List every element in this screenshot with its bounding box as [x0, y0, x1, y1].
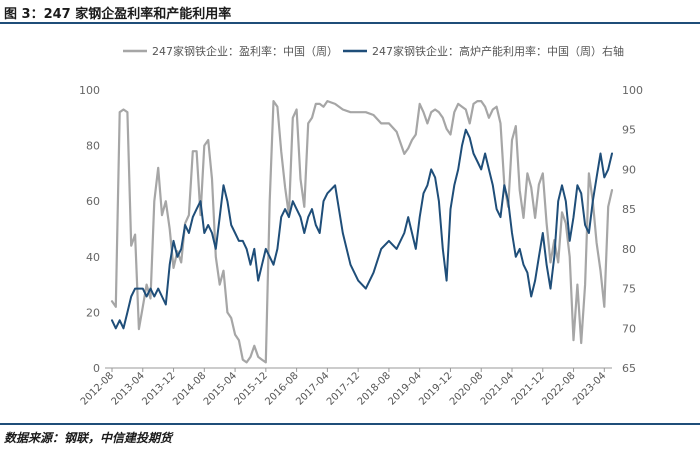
right-y-tick-label: 95 — [622, 124, 636, 137]
right-y-tick-label: 90 — [622, 163, 636, 176]
series-profit-rate-line[interactable] — [110, 99, 614, 364]
series-capacity-utilization-line[interactable] — [111, 128, 613, 330]
right-y-tick-label: 70 — [622, 322, 636, 335]
legend: 247家钢铁企业：盈利率：中国（周） 247家钢铁企业：高炉产能利用率：中国（周… — [123, 44, 624, 58]
left-y-tick-label: 80 — [86, 140, 100, 153]
x-tick-label: 2023-04 — [571, 370, 608, 407]
legend-label-profit-rate[interactable]: 247家钢铁企业：盈利率：中国（周） — [152, 44, 338, 58]
x-axis-ticks: 2012-082013-042013-122014-082015-042015-… — [79, 368, 608, 408]
left-y-tick-label: 20 — [86, 306, 100, 319]
left-y-tick-label: 100 — [79, 84, 100, 97]
right-y-tick-label: 100 — [622, 84, 643, 97]
chart: 247家钢铁企业：盈利率：中国（周） 247家钢铁企业：高炉产能利用率：中国（周… — [79, 44, 643, 408]
right-y-tick-label: 85 — [622, 203, 636, 216]
left-y-tick-label: 0 — [93, 362, 100, 375]
footer-rule — [0, 423, 700, 425]
figure-title: 图 3：247 家钢企盈利率和产能利用率 — [4, 7, 232, 22]
title-rule — [0, 22, 700, 24]
right-y-tick-label: 65 — [622, 362, 636, 375]
left-y-axis: 0 20 40 60 80 100 — [79, 84, 100, 375]
right-y-axis: 65 70 75 80 85 90 95 100 — [622, 84, 643, 375]
legend-label-capacity-utilization[interactable]: 247家钢铁企业：高炉产能利用率：中国（周）右轴 — [372, 44, 624, 58]
left-y-tick-label: 40 — [86, 251, 100, 264]
source-note: 数据来源：钢联，中信建投期货 — [4, 431, 173, 445]
left-y-tick-label: 60 — [86, 195, 100, 208]
right-y-tick-label: 80 — [622, 243, 636, 256]
plot-area — [110, 99, 614, 364]
right-y-tick-label: 75 — [622, 283, 636, 296]
